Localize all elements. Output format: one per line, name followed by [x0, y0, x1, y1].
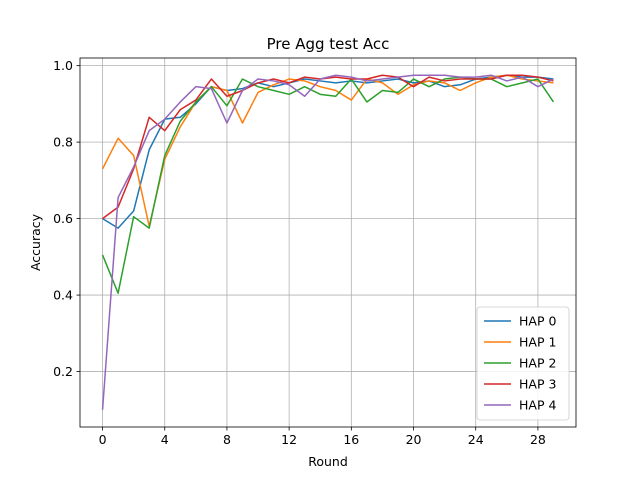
chart-title: Pre Agg test Acc [267, 35, 390, 53]
grid [80, 58, 576, 427]
y-tick-label: 1.0 [53, 58, 73, 73]
y-tick-label: 0.8 [53, 135, 73, 150]
series-lines [101, 74, 555, 410]
x-tick-label: 24 [468, 432, 484, 447]
x-tick-label: 4 [161, 432, 169, 447]
legend-label: HAP 2 [519, 356, 556, 371]
series-line-hap-4 [101, 74, 554, 410]
x-tick-label: 16 [343, 432, 359, 447]
series-line-hap-1 [101, 74, 554, 227]
series-line-hap-3 [102, 74, 554, 220]
x-axis-label: Round [308, 454, 348, 469]
x-tick-label: 0 [99, 432, 107, 447]
ticks: 0 4 8 12 16 20 24 28 0.2 0.4 0.6 0.8 1.0 [53, 58, 546, 447]
legend-box [476, 306, 570, 421]
x-tick-label: 8 [223, 432, 231, 447]
legend: HAP 0 HAP 1 HAP 2 HAP 3 HAP 4 [476, 306, 570, 421]
y-axis-label: Accuracy [28, 213, 43, 271]
legend-label: HAP 0 [519, 314, 556, 329]
legend-label: HAP 3 [519, 377, 556, 392]
y-tick-label: 0.6 [53, 211, 73, 226]
axes-frame [79, 57, 577, 428]
x-tick-label: 28 [530, 432, 546, 447]
legend-label: HAP 4 [519, 398, 556, 413]
x-tick-label: 12 [281, 432, 297, 447]
legend-label: HAP 1 [519, 335, 556, 350]
y-tick-label: 0.2 [53, 364, 73, 379]
y-tick-label: 0.4 [53, 288, 73, 303]
x-tick-label: 20 [406, 432, 422, 447]
